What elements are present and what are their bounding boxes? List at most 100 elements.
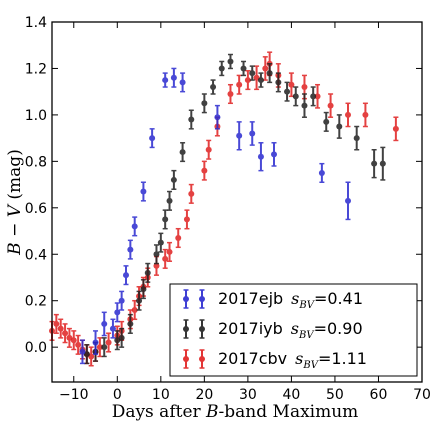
data-point: [92, 330, 99, 355]
data-point-marker: [118, 334, 125, 341]
data-point: [292, 86, 299, 107]
x-tick-label: 10: [152, 387, 170, 403]
data-point: [257, 142, 264, 172]
data-point: [118, 290, 125, 311]
data-point-marker: [236, 132, 243, 139]
data-point: [96, 337, 103, 358]
legend-marker-2017cbv: [183, 349, 205, 369]
data-point-marker: [188, 190, 195, 197]
data-point: [227, 83, 234, 105]
legend: 2017ejb sBV=0.41 2017iyb sBV=0.90 2017cbv s…: [169, 283, 418, 377]
data-point: [392, 116, 399, 142]
data-point-marker: [345, 197, 351, 204]
data-point-marker: [336, 123, 343, 130]
x-tick-label: 40: [282, 387, 300, 403]
data-point: [157, 232, 164, 253]
data-point-marker: [105, 339, 112, 346]
data-point: [109, 318, 116, 339]
data-point-marker: [345, 111, 351, 118]
data-point-marker: [210, 84, 217, 91]
data-point: [271, 142, 277, 167]
data-point: [318, 162, 325, 184]
data-point: [236, 74, 243, 95]
data-point-marker: [162, 77, 169, 84]
legend-point: [183, 289, 189, 309]
y-tick-label: 1.2: [25, 61, 47, 77]
data-point-marker: [101, 344, 108, 351]
data-point-marker: [257, 153, 264, 160]
data-point-marker: [236, 81, 243, 88]
data-point-marker: [157, 239, 164, 246]
x-tick-label: 20: [195, 387, 213, 403]
data-point: [379, 146, 386, 181]
data-point-marker: [75, 341, 82, 348]
data-point: [162, 209, 169, 230]
x-tick-label: −10: [59, 387, 89, 403]
data-point-marker: [183, 326, 189, 332]
data-point-marker: [166, 197, 173, 204]
data-point-marker: [262, 65, 269, 72]
series-layer: [49, 51, 399, 367]
data-point-marker: [301, 84, 308, 91]
data-point: [114, 302, 121, 323]
data-point-marker: [53, 320, 60, 327]
data-point-marker: [92, 339, 99, 346]
data-point-marker: [249, 130, 256, 137]
data-point-marker: [127, 320, 134, 327]
legend-point: [199, 319, 205, 339]
data-point: [201, 160, 208, 181]
data-point: [183, 209, 190, 230]
y-tick-label: 1.0: [25, 108, 47, 124]
data-point: [314, 83, 321, 109]
data-point-marker: [257, 77, 264, 84]
legend-point: [199, 349, 205, 369]
data-point: [301, 93, 308, 118]
x-axis-label: Days after B-band Maximum: [112, 402, 359, 422]
data-point: [170, 169, 177, 190]
data-point-marker: [131, 307, 138, 313]
data-point: [153, 244, 160, 265]
ticks-layer: −10 0 10 20 30 40 50 60 70 0.0 0.2 0.4 0.6 0.8 1.0 1.2 1…: [25, 15, 431, 403]
data-point-marker: [244, 77, 251, 84]
data-point-marker: [327, 102, 334, 109]
series-2017ejb: [79, 67, 351, 365]
data-point: [140, 181, 147, 202]
data-point: [275, 72, 282, 93]
data-point-marker: [392, 125, 399, 132]
data-point-marker: [175, 235, 182, 241]
data-point-marker: [170, 74, 177, 81]
data-point: [214, 104, 221, 130]
x-tick-label: 30: [239, 387, 257, 403]
data-point: [123, 265, 129, 286]
data-point-marker: [227, 91, 234, 97]
data-point-marker: [310, 93, 317, 100]
data-point-marker: [199, 326, 205, 332]
data-point-marker: [179, 79, 186, 86]
data-point: [131, 299, 138, 321]
legend-label-2017iyb: 2017iyb sBV=0.90: [218, 319, 363, 341]
data-point-marker: [153, 262, 160, 269]
data-point-marker: [183, 216, 190, 223]
data-point-marker: [318, 169, 325, 176]
data-point-marker: [199, 356, 205, 362]
y-tick-label: 0.4: [25, 247, 47, 263]
legend-point: [183, 319, 189, 339]
y-tick-label: 0.2: [25, 294, 47, 310]
data-point-marker: [170, 176, 177, 183]
data-point: [188, 183, 195, 204]
y-axis-label: B − V (mag): [5, 149, 25, 256]
data-point-marker: [218, 65, 225, 72]
data-point: [75, 334, 82, 355]
data-point-marker: [249, 70, 256, 77]
data-point: [244, 70, 251, 91]
y-tick-label: 0.8: [25, 154, 47, 170]
data-point-marker: [118, 297, 125, 304]
data-point-marker: [301, 102, 308, 109]
data-point: [162, 72, 169, 88]
data-point-marker: [353, 135, 360, 142]
data-point: [136, 290, 143, 311]
data-point: [323, 111, 330, 132]
data-point: [362, 102, 369, 128]
data-point-marker: [79, 348, 86, 355]
